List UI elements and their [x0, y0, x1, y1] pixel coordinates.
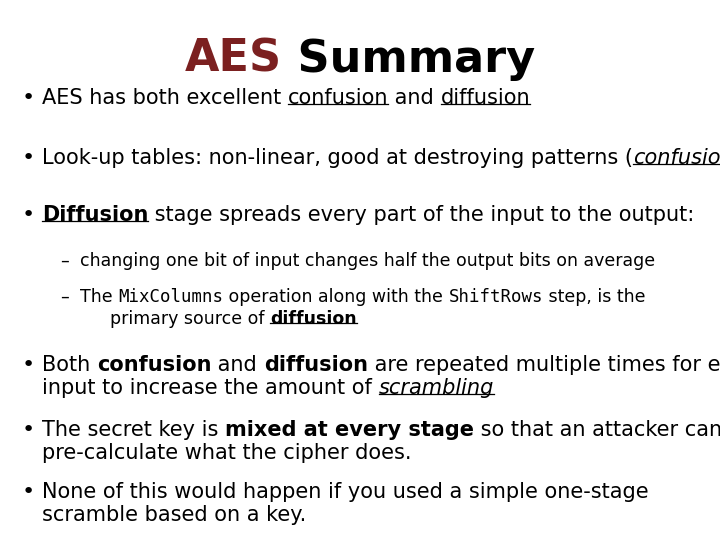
Text: None of this would happen if you used a simple one-stage: None of this would happen if you used a …	[42, 482, 649, 502]
Text: and: and	[212, 355, 264, 375]
Text: are repeated multiple times for each: are repeated multiple times for each	[368, 355, 720, 375]
Text: Summary: Summary	[282, 38, 535, 81]
Text: operation along with the: operation along with the	[223, 288, 449, 306]
Text: input to increase the amount of: input to increase the amount of	[42, 378, 379, 398]
Text: so that an attacker cannot: so that an attacker cannot	[474, 420, 720, 440]
Text: MixColumns: MixColumns	[118, 288, 223, 306]
Text: diffusion: diffusion	[264, 355, 368, 375]
Text: ShiftRows: ShiftRows	[449, 288, 543, 306]
Text: •: •	[22, 205, 35, 225]
Text: Look-up tables: non-linear, good at destroying patterns (: Look-up tables: non-linear, good at dest…	[42, 148, 633, 168]
Text: –: –	[60, 252, 68, 270]
Text: •: •	[22, 420, 35, 440]
Text: •: •	[22, 148, 35, 168]
Text: step, is the: step, is the	[543, 288, 646, 306]
Text: primary source of: primary source of	[110, 310, 270, 328]
Text: Diffusion: Diffusion	[42, 205, 148, 225]
Text: AES: AES	[185, 38, 282, 81]
Text: diffusion: diffusion	[270, 310, 356, 328]
Text: mixed at every stage: mixed at every stage	[225, 420, 474, 440]
Text: •: •	[22, 482, 35, 502]
Text: •: •	[22, 88, 35, 108]
Text: scrambling: scrambling	[379, 378, 494, 398]
Text: scramble based on a key.: scramble based on a key.	[42, 505, 306, 525]
Text: changing one bit of input changes half the output bits on average: changing one bit of input changes half t…	[80, 252, 655, 270]
Text: diffusion: diffusion	[441, 88, 531, 108]
Text: The: The	[80, 288, 118, 306]
Text: pre-calculate what the cipher does.: pre-calculate what the cipher does.	[42, 443, 412, 463]
Text: confusion: confusion	[97, 355, 212, 375]
Text: AES has both excellent: AES has both excellent	[42, 88, 288, 108]
Text: stage spreads every part of the input to the output:: stage spreads every part of the input to…	[148, 205, 695, 225]
Text: Both: Both	[42, 355, 97, 375]
Text: The secret key is: The secret key is	[42, 420, 225, 440]
Text: and: and	[388, 88, 441, 108]
Text: confusion: confusion	[288, 88, 388, 108]
Text: •: •	[22, 355, 35, 375]
Text: confusion: confusion	[633, 148, 720, 168]
Text: –: –	[60, 288, 68, 306]
